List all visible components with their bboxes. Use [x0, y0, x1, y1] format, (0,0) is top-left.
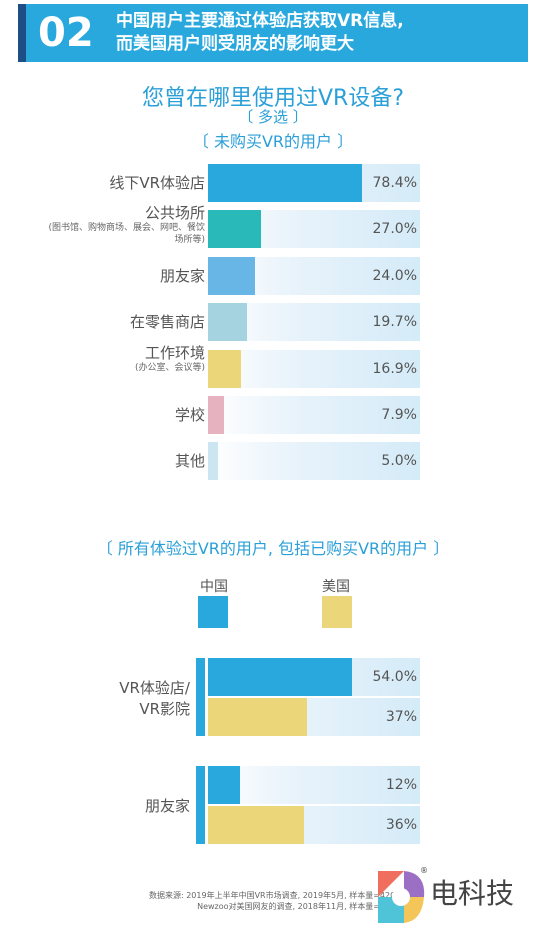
- source-note: 数据来源: 2019年上半年中国VR市场调查, 2019年5月, 样本量=420…: [117, 890, 407, 912]
- value-label: 24.0%: [372, 267, 417, 284]
- group-edge: [196, 658, 205, 736]
- group-label: 朋友家: [145, 796, 190, 817]
- bar-6: [208, 442, 218, 481]
- value-label: 5.0%: [381, 453, 417, 470]
- value-label: 54.0%: [372, 669, 417, 685]
- us-bar-1: [208, 806, 304, 844]
- bar-3: [208, 303, 247, 342]
- bar-4: [208, 349, 242, 388]
- group-edge: [196, 766, 205, 844]
- china-bar-0: [208, 658, 352, 696]
- value-label: 37%: [385, 709, 417, 725]
- category-name: 朋友家: [159, 266, 205, 285]
- value-label: 27.0%: [372, 221, 417, 238]
- group-label-line-1: 朋友家: [144, 797, 190, 815]
- bar-track: [208, 442, 420, 481]
- value-label: 78.4%: [372, 175, 417, 191]
- value-label: 12%: [385, 777, 417, 793]
- value-label: 19.7%: [372, 314, 417, 331]
- category-name: 学校: [174, 406, 205, 424]
- brand-logo-icon: [378, 871, 425, 923]
- bar-track: [208, 766, 420, 804]
- chart1-subtitle-group: 〔 未购买VR的用户 〕: [192, 132, 354, 151]
- chart1-subtitle-multi: 〔 多选 〕: [238, 108, 308, 126]
- category-note: (图书馆、购物商场、展会、网吧、餐饮场所等): [48, 223, 205, 246]
- bar-2: [208, 256, 256, 295]
- source-line-2: Newzoo对美国网友的调查, 2018年11月, 样本量=2500+: [197, 902, 407, 911]
- category-note: (办公室、会议等): [134, 362, 205, 373]
- header-banner: 02 中国用户主要通过体验店获取VR信息, 而美国用户则受朋友的影响更大: [18, 4, 528, 62]
- group-label: VR体验店/VR影院: [119, 678, 190, 720]
- bar-track: [208, 396, 420, 434]
- legend-china-swatch: [198, 596, 228, 628]
- value-label: 16.9%: [372, 360, 417, 377]
- category-label: 工作环境 (办公室、会议等): [45, 344, 205, 374]
- value-label: 36%: [385, 817, 417, 833]
- value-label: 7.9%: [381, 407, 417, 423]
- source-line-1: 数据来源: 2019年上半年中国VR市场调查, 2019年5月, 样本量=420…: [148, 891, 407, 900]
- category-label: 在零售商店: [130, 313, 205, 331]
- category-name: 线下VR体验店: [109, 174, 205, 192]
- group-label-line-1: VR体验店/: [119, 679, 190, 697]
- banner-edge: [18, 4, 26, 62]
- section-number: 02: [38, 10, 94, 56]
- us-bar-0: [208, 698, 307, 736]
- category-label: 公共场所 (图书馆、购物商场、展会、网吧、餐饮场所等): [45, 204, 205, 246]
- group-label-line-2: VR影院: [139, 700, 190, 718]
- category-label: 学校: [175, 406, 205, 424]
- bar-0: [208, 164, 362, 202]
- header-line-1: 中国用户主要通过体验店获取VR信息,: [116, 11, 404, 31]
- legend-us-label: 美国: [322, 579, 350, 595]
- china-bar-1: [208, 766, 240, 804]
- bar-1: [208, 210, 262, 249]
- legend-china-label: 中国: [200, 579, 228, 595]
- header-text: 中国用户主要通过体验店获取VR信息, 而美国用户则受朋友的影响更大: [116, 10, 404, 56]
- category-name: 在零售商店: [129, 313, 205, 332]
- chart2-title: 〔 所有体验过VR的用户, 包括已购买VR的用户 〕: [96, 539, 450, 558]
- category-name: 公共场所: [144, 204, 205, 223]
- category-label: 其他: [175, 452, 205, 470]
- header-line-2: 而美国用户则受朋友的影响更大: [116, 34, 354, 54]
- registered-mark: ®: [420, 866, 428, 875]
- chart1-title: 您曾在哪里使用过VR设备?: [141, 86, 404, 111]
- bar-5: [208, 396, 224, 434]
- category-name: 其他: [174, 452, 205, 471]
- category-label: 线下VR体验店: [109, 174, 205, 192]
- category-label: 朋友家: [160, 267, 205, 285]
- bar-track: [208, 349, 420, 388]
- legend-us-swatch: [322, 596, 352, 628]
- category-name: 工作环境: [144, 343, 205, 362]
- brand-logo-text: 电科技: [430, 877, 515, 910]
